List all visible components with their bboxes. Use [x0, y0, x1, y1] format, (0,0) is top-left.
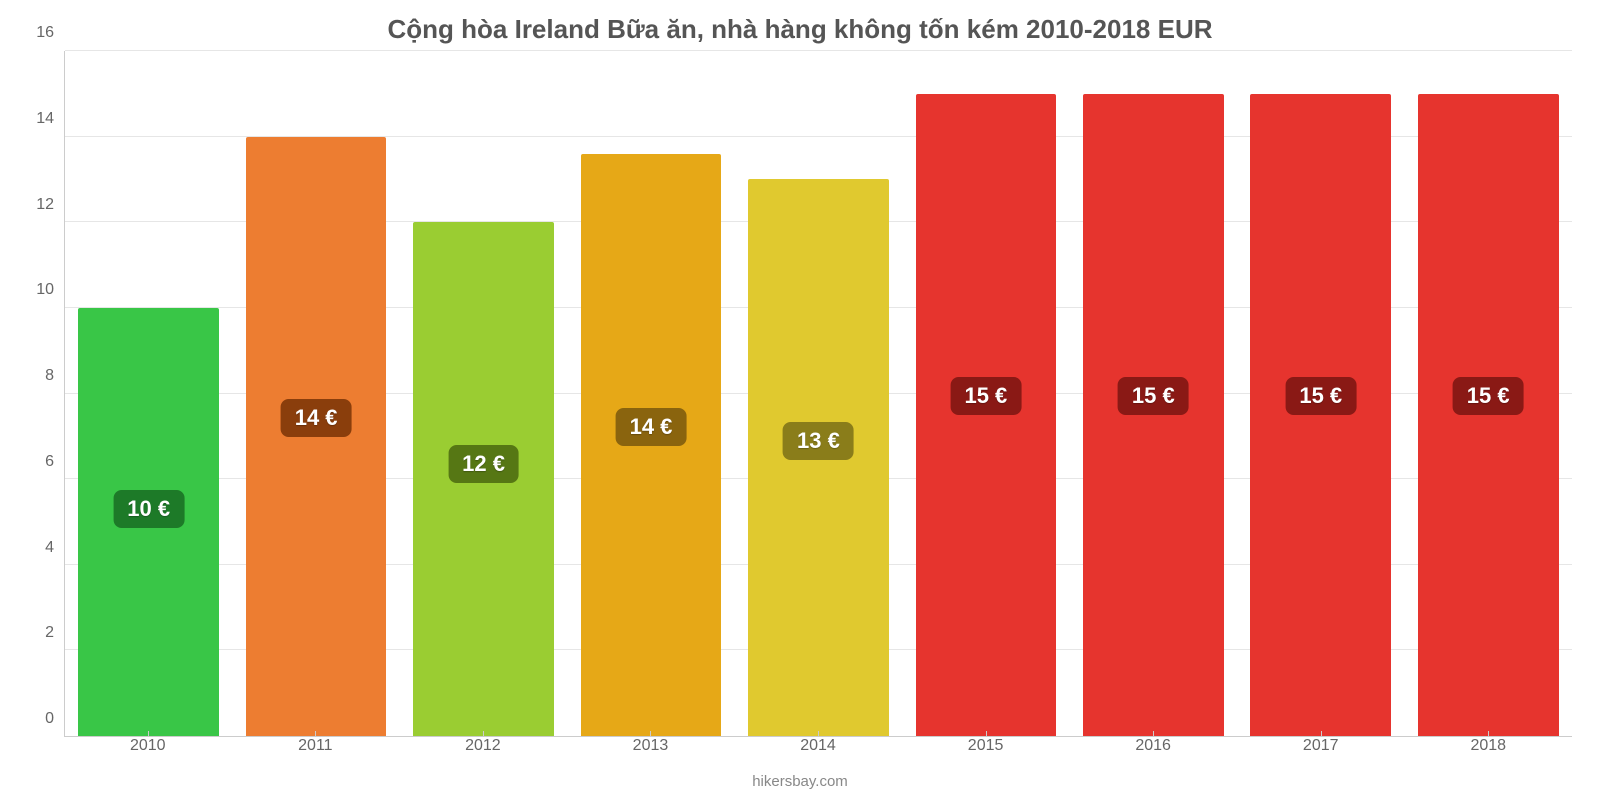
x-tick-label: 2013 — [567, 737, 735, 773]
bar: 12 € — [413, 222, 554, 736]
bar-slot: 15 € — [1237, 51, 1404, 736]
y-tick-label: 16 — [36, 24, 54, 42]
bar-slot: 14 € — [232, 51, 399, 736]
x-tick-label: 2014 — [734, 737, 902, 773]
x-tick-label: 2010 — [64, 737, 232, 773]
value-badge: 14 € — [281, 399, 352, 437]
value-badge: 12 € — [448, 445, 519, 483]
y-tick-label: 14 — [36, 110, 54, 128]
bar: 13 € — [748, 179, 889, 736]
bar-slot: 10 € — [65, 51, 232, 736]
x-axis: 201020112012201320142015201620172018 — [0, 737, 1600, 773]
y-tick-label: 8 — [45, 367, 54, 385]
chart-title: Cộng hòa Ireland Bữa ăn, nhà hàng không … — [0, 14, 1600, 45]
bar-slot: 15 € — [1070, 51, 1237, 736]
bar-slot: 13 € — [735, 51, 902, 736]
plot-area: 10 € 14 € 12 € 14 € 13 € 15 € 15 € 15 € 15 € — [64, 51, 1572, 737]
x-tick-label: 2015 — [902, 737, 1070, 773]
bar: 10 € — [78, 308, 219, 736]
bar: 14 € — [581, 154, 722, 736]
source-label: hikersbay.com — [0, 773, 1600, 800]
y-tick-label: 2 — [45, 624, 54, 642]
value-badge: 15 € — [1285, 377, 1356, 415]
y-tick-label: 6 — [45, 453, 54, 471]
y-axis: 0246810121416 — [8, 51, 64, 737]
y-tick-label: 0 — [45, 710, 54, 728]
x-tick-label: 2016 — [1069, 737, 1237, 773]
value-badge: 15 € — [1118, 377, 1189, 415]
value-badge: 10 € — [113, 490, 184, 528]
x-tick-label: 2011 — [232, 737, 400, 773]
bar-slot: 15 € — [1405, 51, 1572, 736]
bar: 14 € — [246, 137, 387, 736]
bar-slot: 12 € — [400, 51, 567, 736]
y-tick-label: 12 — [36, 196, 54, 214]
bar: 15 € — [1250, 94, 1391, 736]
bar: 15 € — [1083, 94, 1224, 736]
y-tick-label: 10 — [36, 281, 54, 299]
value-badge: 15 € — [1453, 377, 1524, 415]
x-tick-label: 2018 — [1405, 737, 1573, 773]
bar: 15 € — [1418, 94, 1559, 736]
y-tick-label: 4 — [45, 539, 54, 557]
x-tick-label: 2012 — [399, 737, 567, 773]
value-badge: 15 € — [950, 377, 1021, 415]
x-tick-label: 2017 — [1237, 737, 1405, 773]
bars-container: 10 € 14 € 12 € 14 € 13 € 15 € 15 € 15 € 15 € — [65, 51, 1572, 736]
value-badge: 13 € — [783, 422, 854, 460]
plot-outer: 0246810121416 10 €14 €12 €14 €13 €15 €15… — [0, 51, 1600, 737]
value-badge: 14 € — [616, 408, 687, 446]
bar-chart: Cộng hòa Ireland Bữa ăn, nhà hàng không … — [0, 0, 1600, 800]
bar: 15 € — [916, 94, 1057, 736]
bar-slot: 15 € — [902, 51, 1069, 736]
bar-slot: 14 € — [567, 51, 734, 736]
